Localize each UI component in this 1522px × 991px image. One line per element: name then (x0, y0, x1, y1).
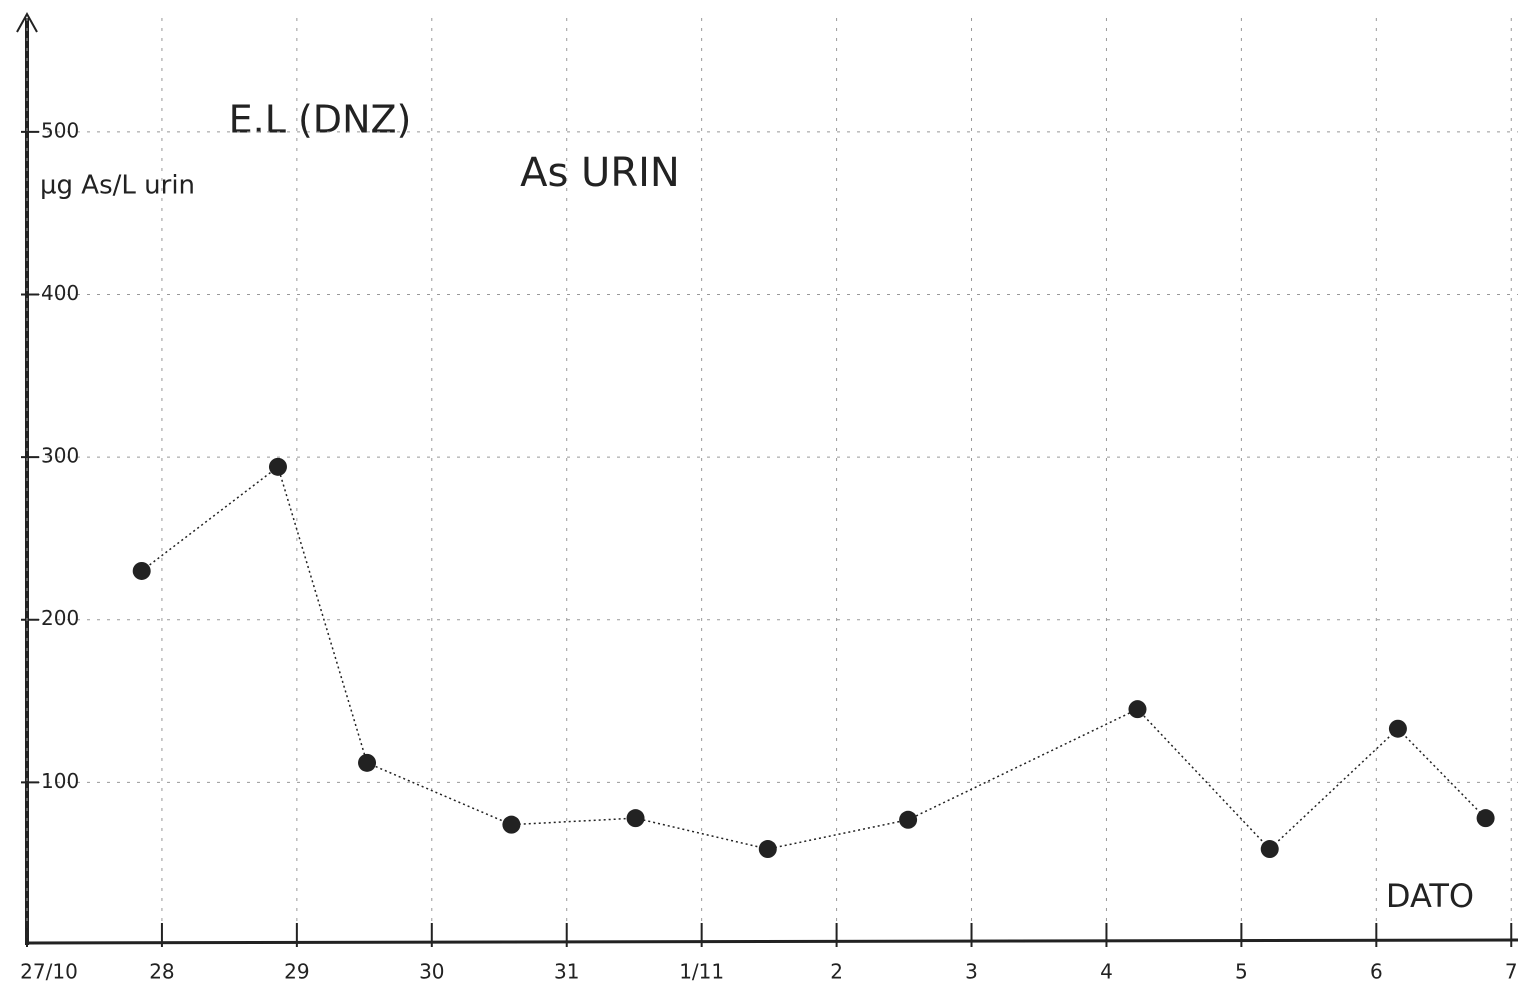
data-point (1260, 840, 1279, 859)
x-tick-label: 2 (830, 960, 843, 984)
data-point (899, 810, 918, 829)
y-axis-arrow (16, 11, 38, 33)
data-point (1476, 809, 1495, 828)
x-axis-label: DATO (1386, 877, 1474, 915)
y-tick-label: 300 (41, 444, 79, 468)
data-point (1388, 719, 1407, 738)
data-point (502, 815, 521, 834)
y-axis-label: µg As/L urin (40, 171, 195, 201)
x-tick-label: 7 (1505, 960, 1518, 984)
data-point (758, 840, 777, 859)
x-tick-label: 6 (1370, 960, 1383, 984)
y-tick-label: 100 (41, 769, 79, 793)
x-axis (26, 938, 1519, 945)
data-point (268, 457, 287, 476)
y-tick-label: 200 (41, 606, 79, 630)
chart-subtitle: E.L (DNZ) (229, 98, 412, 142)
y-tick-label: 400 (41, 281, 79, 305)
data-line (141, 465, 1487, 851)
x-tick-label: 28 (149, 960, 174, 984)
x-tick-label: 31 (554, 960, 579, 984)
data-point (358, 753, 377, 772)
x-tick-label: 3 (965, 960, 978, 984)
x-tick-label: 5 (1235, 960, 1248, 984)
data-point (132, 561, 151, 580)
y-tick-label: 500 (41, 118, 79, 142)
data-point (1128, 700, 1147, 719)
data-point (626, 809, 645, 828)
x-tick-label: 27/10 (20, 960, 78, 984)
x-tick-label: 30 (419, 960, 444, 984)
x-tick-label: 1/11 (679, 960, 724, 984)
chart-title: As URIN (520, 150, 680, 196)
x-tick-label: 29 (284, 960, 309, 984)
x-tick-label: 4 (1100, 960, 1113, 984)
